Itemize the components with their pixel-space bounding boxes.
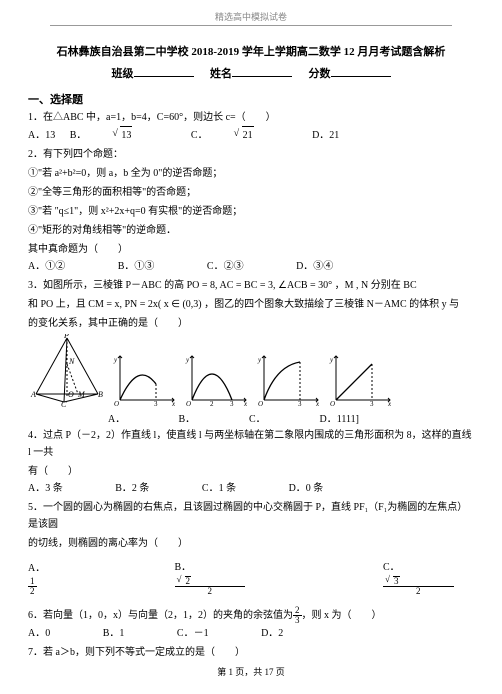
- q3-lab-d: D．1111]: [320, 410, 388, 425]
- q5-opt-a: A．12: [28, 560, 89, 596]
- q4-t1: 4．过点 P（－2，2）作直线 l，使直线 l 与两坐标轴在第二象限内围成的三角…: [28, 427, 474, 461]
- q5-opt-b: B．22: [175, 559, 298, 596]
- graph-a: y x O 3: [110, 354, 178, 408]
- svg-text:O: O: [258, 400, 263, 408]
- q2-opts: A．①② B．①③ C．②③ D．③④: [28, 258, 474, 275]
- svg-text:A: A: [30, 390, 36, 399]
- svg-text:y: y: [329, 356, 334, 364]
- graph-b: y x O 2 3: [182, 354, 250, 408]
- q3-figures: P A B C N O M y x O 3 y: [28, 334, 474, 408]
- svg-text:y: y: [185, 356, 190, 364]
- score-label: 分数: [309, 68, 331, 80]
- q6-opt-d: D．2: [261, 625, 283, 642]
- svg-text:C: C: [61, 400, 67, 408]
- svg-text:y: y: [113, 356, 118, 364]
- svg-text:O: O: [68, 390, 74, 399]
- section-heading: 一、选择题: [28, 91, 474, 107]
- pyramid-figure: P A B C N O M: [28, 334, 106, 408]
- q3-t1: 3．如图所示，三棱锥 P－ABC 的高 PO = 8, AC = BC = 3,…: [28, 277, 474, 294]
- q3-lab-c: C．: [249, 410, 317, 425]
- svg-text:O: O: [186, 400, 191, 408]
- fill-row: 班级 姓名 分数: [28, 65, 474, 81]
- svg-text:B: B: [98, 390, 103, 399]
- content: 石林彝族自治县第二中学校 2018-2019 学年上学期高二数学 12 月月考试…: [0, 26, 502, 661]
- q3-lab-b: B．: [179, 410, 247, 425]
- q2-opt-d: D．③④: [296, 258, 333, 275]
- name-blank: [232, 65, 292, 77]
- q7-text: 7．若 a＞b，则下列不等式一定成立的是（ ）: [28, 644, 474, 661]
- q5-opt-c: C．32: [383, 559, 502, 596]
- class-blank: [134, 65, 194, 77]
- svg-text:3: 3: [154, 400, 158, 408]
- svg-text:x: x: [387, 400, 392, 408]
- q2-text: 2．有下列四个命题：: [28, 146, 474, 163]
- name-label: 姓名: [210, 68, 232, 80]
- q2-p1: ①"若 a²+b²=0，则 a，b 全为 0"的逆否命题；: [28, 165, 474, 182]
- q4-opt-b: B．2 条: [115, 480, 149, 497]
- q4-opt-c: C．1 条: [202, 480, 236, 497]
- class-label: 班级: [112, 68, 134, 80]
- q4-opt-d: D．0 条: [289, 480, 324, 497]
- q2-p4: ④"矩形的对角线相等"的逆命题．: [28, 222, 474, 239]
- q2-opt-b: B．①③: [118, 258, 155, 275]
- svg-text:x: x: [171, 400, 176, 408]
- q2-opt-a: A．①②: [28, 258, 65, 275]
- q6-text: 6．若向量（1，0，x）与向量（2，1，2）的夹角的余弦值为23，则 x 为（ …: [28, 606, 474, 625]
- graph-c: y x O 3: [254, 354, 322, 408]
- q6-opt-a: A．0: [28, 625, 50, 642]
- svg-text:3: 3: [230, 400, 234, 408]
- svg-text:O: O: [330, 400, 335, 408]
- score-blank: [331, 65, 391, 77]
- q4-t2: 有（ ）: [28, 463, 474, 480]
- q5-t1: 5．一个圆的圆心为椭圆的右焦点，且该圆过椭圆的中心交椭圆于 P，直线 PF₁（F…: [28, 499, 474, 533]
- svg-text:y: y: [257, 356, 262, 364]
- page-title: 石林彝族自治县第二中学校 2018-2019 学年上学期高二数学 12 月月考试…: [28, 44, 474, 61]
- q3-t3: 的变化关系，其中正确的是（ ）: [28, 315, 474, 332]
- q1-opt-c: C．21: [191, 126, 306, 144]
- q2-p3: ③"若 "q≤1"，则 x²+2x+q=0 有实根"的逆否命题；: [28, 203, 474, 220]
- q3-t2: 和 PO 上，且 CM = x, PN = 2x( x ∈ (0,3) ，图乙的…: [28, 296, 474, 313]
- q2-p5: 其中真命题为（ ）: [28, 241, 474, 258]
- q2-p2: ②"全等三角形的面积相等"的否命题；: [28, 184, 474, 201]
- q6-opt-c: C．－1: [177, 625, 209, 642]
- q1-opt-d: D．21: [312, 127, 339, 144]
- q3-labels: A． B． C． D．1111]: [108, 410, 474, 425]
- q6-opts: A．0 B．1 C．－1 D．2: [28, 625, 474, 642]
- page-footer: 第 1 页，共 17 页: [0, 665, 502, 678]
- svg-text:3: 3: [298, 400, 302, 408]
- q5-opts: A．12 B．22 C．32 D．3－1: [28, 552, 474, 604]
- q3-lab-a: A．: [108, 410, 176, 425]
- svg-text:3: 3: [370, 400, 374, 408]
- svg-text:2: 2: [210, 400, 214, 408]
- q1-opt-a: A．13: [28, 127, 55, 144]
- q1-opt-b: B．13: [70, 126, 185, 144]
- q4-opt-a: A．3 条: [28, 480, 63, 497]
- svg-text:P: P: [63, 334, 69, 340]
- svg-text:x: x: [243, 400, 248, 408]
- graph-d: y x O 3: [326, 354, 394, 408]
- header-label: 精选高中模拟试卷: [0, 0, 502, 23]
- q1-opts: A．13 B．13 C．21 D．21: [28, 126, 474, 144]
- svg-text:M: M: [77, 390, 86, 399]
- q1-text: 1．在△ABC 中，a=1，b=4，C=60°，则边长 c=（ ）: [28, 109, 474, 126]
- q6-opt-b: B．1: [103, 625, 125, 642]
- svg-text:N: N: [68, 357, 75, 366]
- q2-opt-c: C．②③: [207, 258, 244, 275]
- q5-t2: 的切线，则椭圆的离心率为（ ）: [28, 535, 474, 552]
- q4-opts: A．3 条 B．2 条 C．1 条 D．0 条: [28, 480, 474, 497]
- svg-text:x: x: [315, 400, 320, 408]
- svg-text:O: O: [114, 400, 119, 408]
